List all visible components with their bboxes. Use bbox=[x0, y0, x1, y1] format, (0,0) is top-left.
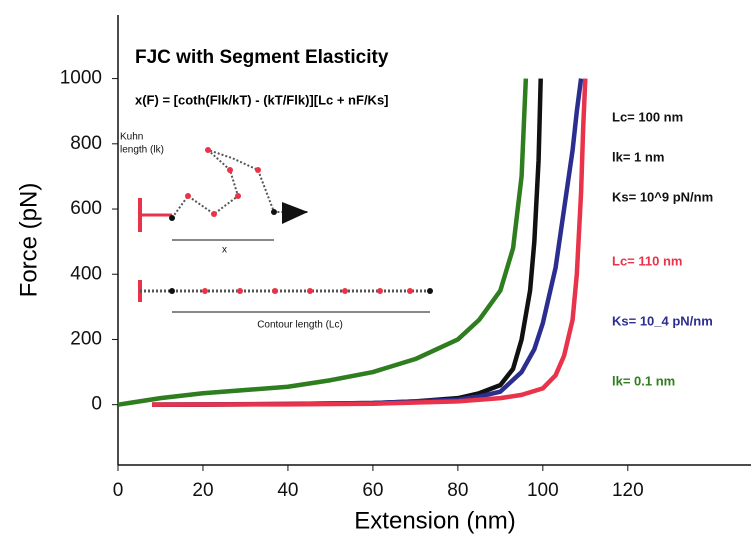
inset-label: x bbox=[222, 245, 227, 256]
x-tick-label: 60 bbox=[362, 480, 383, 501]
x-tick-label: 100 bbox=[527, 480, 559, 501]
y-tick-label: 400 bbox=[70, 263, 102, 284]
y-tick-label: 800 bbox=[70, 133, 102, 154]
force-arrow bbox=[282, 202, 308, 224]
x-tick-label: 20 bbox=[192, 480, 213, 501]
x-tick-label: 120 bbox=[612, 480, 644, 501]
y-tick-label: 600 bbox=[70, 198, 102, 219]
annotation: lk= 1 nm bbox=[612, 149, 664, 164]
x-tick-label: 0 bbox=[113, 480, 124, 501]
y-tick-label: 1000 bbox=[60, 68, 102, 89]
x-tick-label: 40 bbox=[277, 480, 298, 501]
inset-diagram: Kuhn length (lk) x Contour length (Lc) F bbox=[120, 132, 433, 331]
annotation: Lc= 110 nm bbox=[612, 253, 682, 268]
x-axis-label: Extension (nm) bbox=[354, 507, 515, 534]
annotation: lk= 0.1 nm bbox=[612, 373, 675, 388]
inset-label: F bbox=[300, 181, 308, 196]
y-tick-label: 0 bbox=[91, 394, 102, 415]
x-tick-label: 80 bbox=[447, 480, 468, 501]
formula: x(F) = [coth(Flk/kT) - (kT/Flk)][Lc + nF… bbox=[135, 92, 389, 107]
annotation: Ks= 10_4 pN/nm bbox=[612, 313, 713, 328]
curve bbox=[151, 78, 588, 407]
y-axis-label: Force (pN) bbox=[15, 183, 42, 298]
beads bbox=[185, 147, 413, 294]
chart-title: FJC with Segment Elasticity bbox=[135, 47, 389, 68]
inset-label: length (lk) bbox=[120, 145, 164, 156]
curve bbox=[117, 78, 529, 407]
annotation: Lc= 100 nm bbox=[612, 109, 683, 124]
inset-label: Kuhn bbox=[120, 132, 143, 143]
inset-label: Contour length (Lc) bbox=[257, 320, 343, 331]
y-tick-label: 200 bbox=[70, 328, 102, 349]
curve bbox=[151, 78, 543, 407]
annotation: Ks= 10^9 pN/nm bbox=[612, 189, 713, 204]
